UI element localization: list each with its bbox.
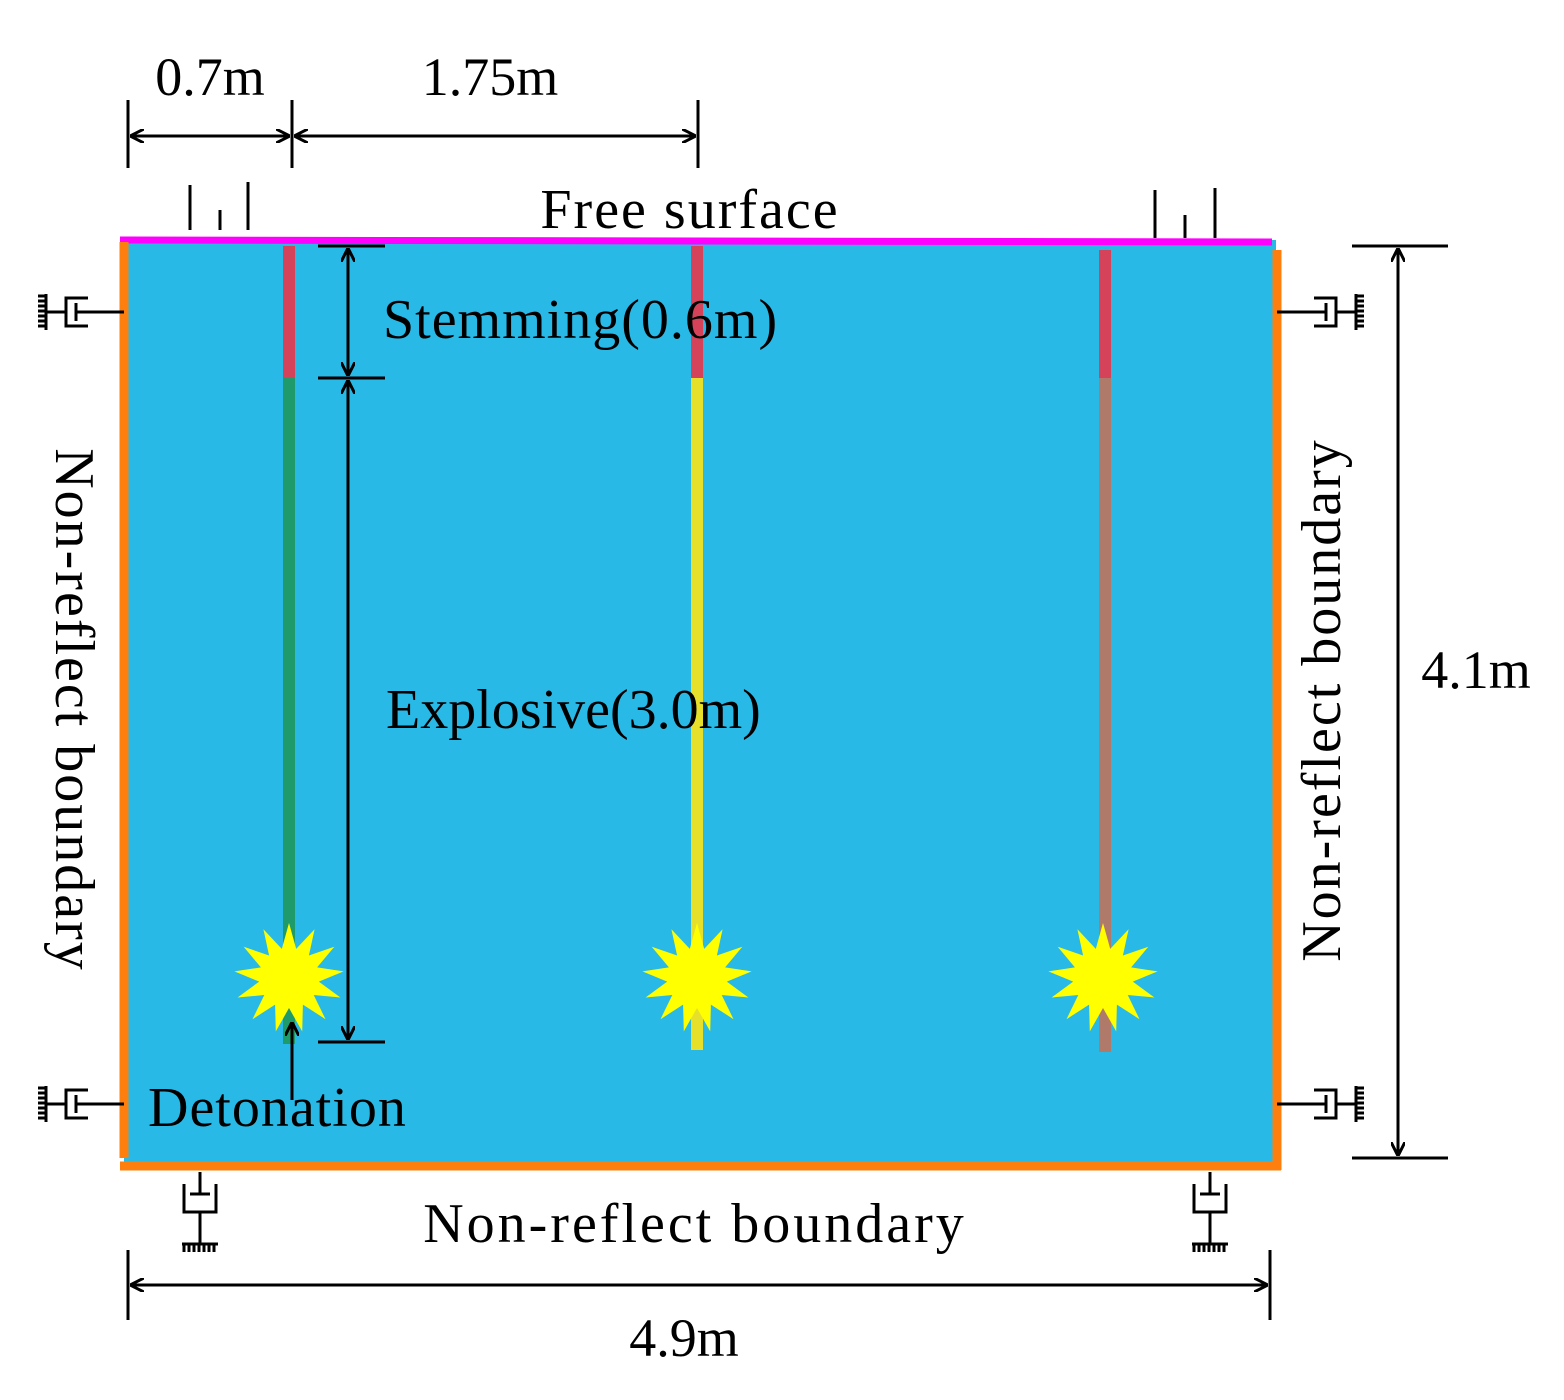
roller-support-icon bbox=[188, 182, 250, 230]
dim-top-left-label: 0.7m bbox=[155, 47, 265, 107]
free-surface-line bbox=[119, 236, 1273, 246]
detonation-star-icon bbox=[642, 923, 752, 1032]
stemming-label: Stemming(0.6m) bbox=[383, 289, 778, 351]
explosive-segment bbox=[691, 378, 703, 1050]
damper-support-icon bbox=[1277, 1086, 1364, 1122]
charge-dimension bbox=[318, 244, 385, 1044]
height-label: 4.1m bbox=[1421, 640, 1531, 700]
detonation-label: Detonation bbox=[148, 1077, 407, 1139]
height-dimension bbox=[1352, 244, 1448, 1160]
free-surface-label: Free surface bbox=[540, 179, 839, 241]
blast-hole-1 bbox=[283, 246, 295, 1044]
blast-hole-3 bbox=[1099, 250, 1111, 1052]
stemming-segment bbox=[283, 246, 295, 378]
dim-top-mid-label: 1.75m bbox=[422, 47, 559, 107]
damper-support-icon bbox=[1277, 294, 1364, 330]
roller-support-icon bbox=[1153, 188, 1217, 238]
damper-support-icon bbox=[182, 1172, 218, 1252]
blast-hole-2 bbox=[691, 246, 703, 1050]
damper-support-icon bbox=[38, 1086, 124, 1122]
damper-support-icon bbox=[38, 294, 124, 330]
explosive-segment bbox=[283, 378, 295, 1044]
width-dimension bbox=[126, 1250, 1272, 1320]
right-boundary-label: Non-reflect boundary bbox=[1291, 438, 1353, 962]
bottom-boundary-label: Non-reflect boundary bbox=[423, 1193, 967, 1255]
left-boundary-label: Non-reflect boundary bbox=[43, 448, 105, 972]
damper-supports bbox=[38, 294, 1364, 1252]
width-label: 4.9m bbox=[629, 1308, 739, 1368]
explosive-label: Explosive(3.0m) bbox=[386, 679, 761, 741]
damper-support-icon bbox=[1192, 1172, 1228, 1252]
detonation-star-icon bbox=[1048, 923, 1158, 1032]
stemming-segment bbox=[1099, 250, 1111, 378]
stemming-segment bbox=[691, 246, 703, 378]
detonation-star-icon bbox=[234, 923, 344, 1032]
explosive-segment bbox=[1099, 378, 1111, 1052]
top-dimension bbox=[126, 100, 700, 168]
